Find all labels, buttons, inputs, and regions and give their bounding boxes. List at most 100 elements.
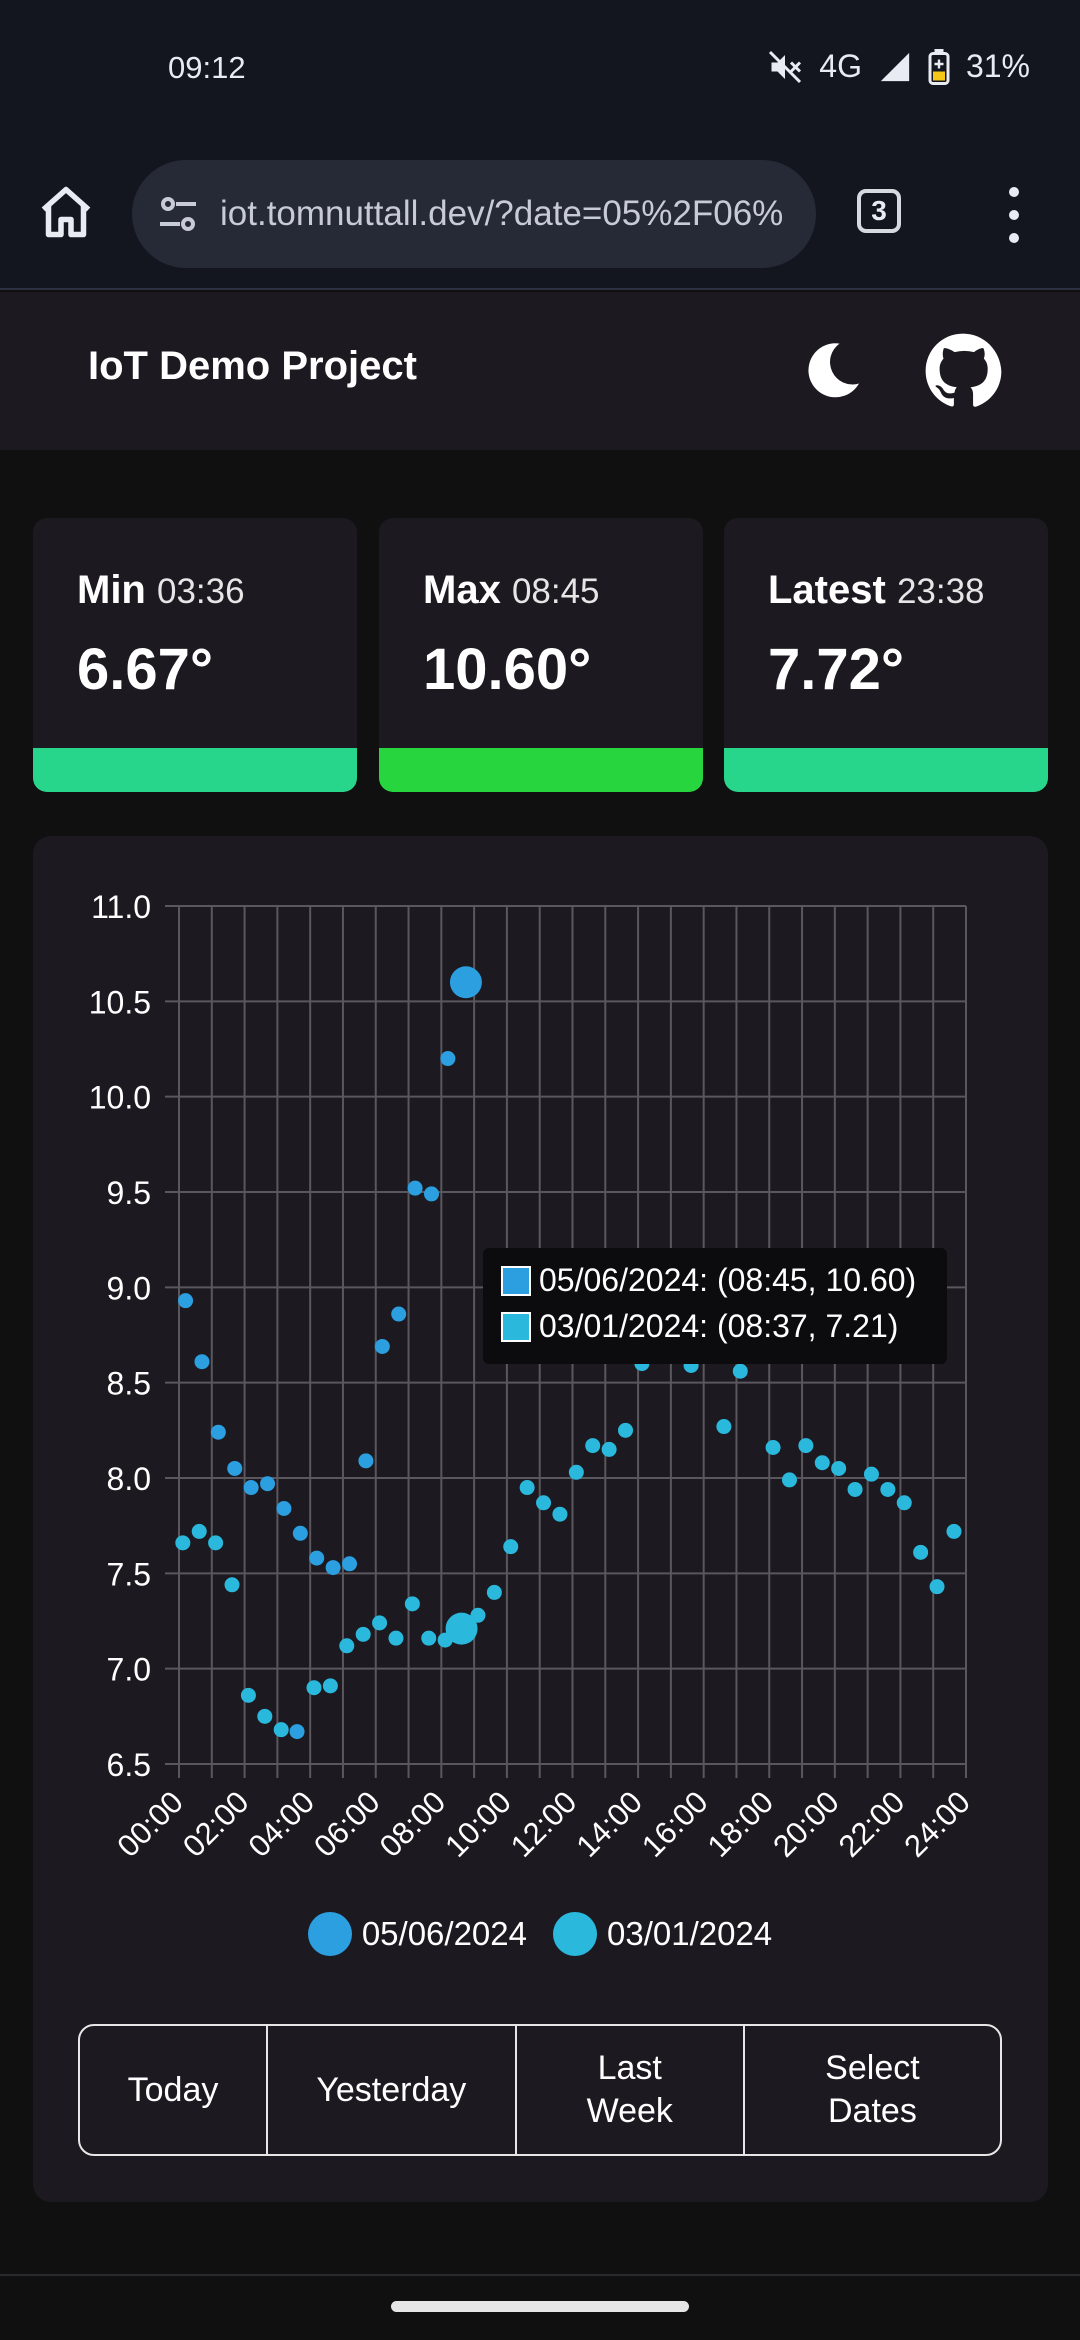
legend-dot (553, 1912, 597, 1956)
legend-label: 05/06/2024 (361, 1915, 527, 1952)
battery-percent: 31% (965, 48, 1030, 84)
data-point (716, 1419, 732, 1435)
data-point (929, 1579, 945, 1595)
data-point (585, 1438, 601, 1454)
stat-color-bar (379, 748, 703, 792)
gesture-bar[interactable] (391, 2301, 689, 2312)
status-bar: 09:12 4G 31% (0, 0, 1080, 140)
stat-label: Max (423, 568, 501, 612)
data-point (404, 1596, 420, 1612)
data-point (486, 1584, 502, 1600)
address-bar[interactable]: iot.tomnuttall.dev/?date=05%2F06% (132, 160, 816, 268)
data-point (322, 1678, 338, 1694)
stat-card-max: Max 08:45 10.60° (379, 518, 703, 792)
tooltip-swatch (501, 1311, 531, 1342)
home-icon[interactable] (36, 182, 96, 242)
data-point (306, 1680, 322, 1696)
yesterday-button[interactable]: Yesterday (268, 2026, 517, 2154)
stat-value: 7.72° (768, 637, 905, 702)
data-point (913, 1544, 929, 1560)
moon-icon[interactable] (796, 334, 868, 406)
stat-label: Latest (768, 568, 886, 612)
data-point (519, 1480, 535, 1496)
stat-value: 6.67° (77, 637, 214, 702)
stat-color-bar (33, 748, 357, 792)
data-point (552, 1506, 568, 1522)
data-point (289, 1724, 305, 1740)
today-button[interactable]: Today (80, 2026, 268, 2154)
x-tick-label: 20:00 (766, 1784, 846, 1864)
data-point (601, 1441, 617, 1457)
github-icon[interactable] (924, 332, 1002, 410)
y-tick-label: 11.0 (91, 889, 151, 925)
data-point (358, 1453, 374, 1469)
data-point (391, 1306, 407, 1322)
stat-value: 10.60° (423, 637, 592, 702)
y-tick-label: 8.5 (107, 1366, 151, 1402)
y-tick-label: 9.5 (107, 1175, 151, 1211)
url-text[interactable]: iot.tomnuttall.dev/?date=05%2F06% (220, 194, 784, 233)
signal-icon (880, 52, 910, 81)
data-point (194, 1354, 210, 1370)
site-settings-icon[interactable] (154, 190, 202, 238)
data-point (273, 1722, 289, 1738)
y-tick-label: 7.5 (107, 1556, 151, 1592)
legend-dot (307, 1912, 352, 1956)
data-point (814, 1455, 830, 1471)
data-point (798, 1438, 814, 1454)
y-tick-label: 10.0 (89, 1080, 151, 1116)
data-point (355, 1626, 371, 1642)
data-point (374, 1338, 390, 1354)
x-tick-label: 18:00 (701, 1784, 781, 1864)
x-tick-label: 24:00 (897, 1784, 977, 1864)
data-point (325, 1560, 341, 1576)
data-point (224, 1577, 240, 1593)
last-week-button[interactable]: Last Week (517, 2026, 745, 2154)
mute-icon (769, 50, 802, 83)
x-tick-label: 04:00 (242, 1784, 322, 1864)
x-tick-label: 16:00 (635, 1784, 715, 1864)
page-title: IoT Demo Project (88, 344, 417, 388)
tooltip-swatch (501, 1265, 531, 1296)
y-tick-label: 10.5 (89, 984, 151, 1020)
x-tick-label: 08:00 (373, 1784, 453, 1864)
data-point (178, 1293, 194, 1309)
battery-icon (928, 48, 950, 85)
data-point (618, 1422, 634, 1438)
y-tick-label: 8.0 (107, 1461, 151, 1497)
status-icons: 4G 31% (767, 48, 1030, 85)
x-tick-label: 14:00 (569, 1784, 649, 1864)
data-point (449, 966, 482, 999)
stat-label: Min (77, 568, 146, 612)
data-point (503, 1539, 519, 1555)
data-point (292, 1525, 308, 1541)
data-point (781, 1472, 797, 1488)
data-point (423, 1186, 439, 1202)
x-tick-label: 22:00 (832, 1784, 912, 1864)
temperature-chart[interactable]: 11.0 10.5 10.0 9.5 9.0 8.5 8.0 7.5 7.0 6.500:0002… (0, 0, 1080, 1900)
browser-toolbar: iot.tomnuttall.dev/?date=05%2F06% 3 (0, 140, 1080, 290)
date-range-buttons: Today Yesterday Last Week Select Dates (78, 2024, 1002, 2156)
data-point (946, 1523, 962, 1539)
x-tick-label: 00:00 (110, 1784, 190, 1864)
data-point (208, 1535, 224, 1551)
data-point (863, 1466, 879, 1482)
tab-switcher-button[interactable]: 3 (857, 189, 901, 233)
data-point (896, 1495, 912, 1511)
data-point (440, 1051, 456, 1067)
data-point (227, 1460, 243, 1476)
x-tick-label: 10:00 (438, 1784, 518, 1864)
data-point (276, 1501, 292, 1517)
data-point (568, 1464, 584, 1480)
data-point (880, 1481, 896, 1497)
data-point (831, 1460, 847, 1476)
data-point (445, 1612, 478, 1645)
data-point (260, 1476, 276, 1492)
legend-item[interactable]: 03/01/2024 (553, 1912, 772, 1956)
data-point (191, 1523, 207, 1539)
overflow-menu-icon[interactable] (996, 180, 1032, 250)
select-dates-button[interactable]: Select Dates (825, 2049, 920, 2130)
network-label: 4G (819, 48, 862, 84)
legend-item[interactable]: 05/06/2024 (307, 1912, 527, 1956)
stat-time: 03:36 (157, 572, 245, 611)
